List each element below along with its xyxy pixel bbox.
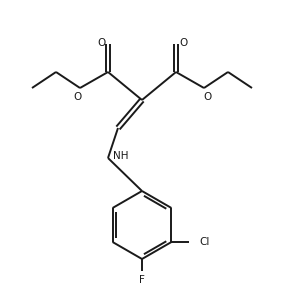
Text: O: O: [97, 38, 105, 48]
Text: F: F: [139, 275, 145, 285]
Text: O: O: [179, 38, 187, 48]
Text: NH: NH: [113, 151, 129, 161]
Text: O: O: [203, 92, 211, 102]
Text: Cl: Cl: [199, 237, 210, 247]
Text: O: O: [73, 92, 81, 102]
